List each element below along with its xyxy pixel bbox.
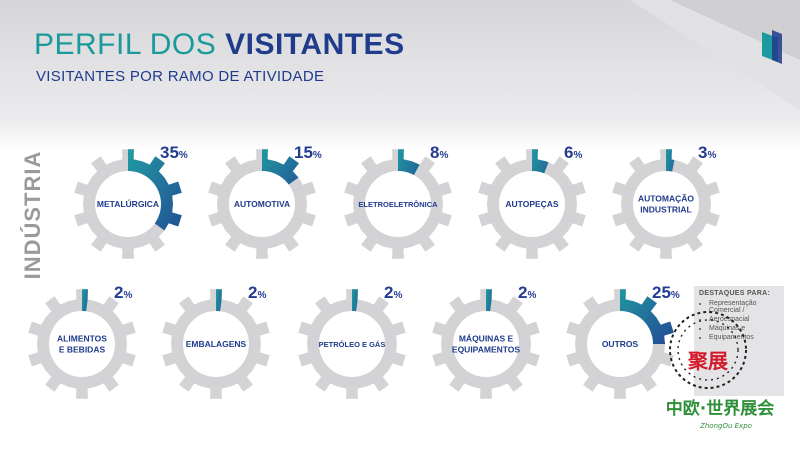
- note-item: Representação Comercial /: [709, 300, 779, 314]
- value-label: 2%: [248, 283, 266, 302]
- gear-hole: [633, 171, 699, 237]
- highlights-note: DESTAQUES PARA: Representação Comercial …: [694, 286, 784, 396]
- svg-text:聚展: 聚展: [687, 349, 728, 373]
- category-label: AUTOMAÇÃO: [638, 194, 694, 204]
- value-label: 6%: [564, 143, 582, 162]
- category-label: EQUIPAMENTOS: [452, 345, 520, 355]
- title-bold: VISITANTES: [225, 28, 405, 61]
- page-title: PERFIL DOS VISITANTES: [34, 28, 405, 62]
- note-heading: DESTAQUES PARA:: [699, 290, 771, 297]
- watermark-logo: 聚展 中欧·世界展会 ZhongOu Expo: [666, 311, 774, 430]
- title-light: PERFIL DOS: [34, 28, 217, 61]
- category-label: MÁQUINAS E: [459, 334, 514, 344]
- gear-item: AUTOMOTIVA 15%: [208, 143, 322, 259]
- gear-item: METALÚRGICA 35%: [74, 143, 188, 259]
- note-item: Máquinas e: [709, 325, 779, 332]
- page-subtitle: VISITANTES POR RAMO DE ATIVIDADE: [36, 68, 325, 85]
- gear-hole: [499, 171, 565, 237]
- category-label: EMBALAGENS: [186, 339, 247, 349]
- category-label: OUTROS: [602, 339, 639, 349]
- gear-hole: [587, 311, 653, 377]
- gear-hole: [319, 311, 385, 377]
- category-label: INDUSTRIAL: [640, 205, 691, 215]
- gear-item: PETRÓLEO E GÁS 2%: [298, 283, 406, 399]
- value-label: 3%: [698, 143, 716, 162]
- value-label: 8%: [430, 143, 448, 162]
- gear-item: EMBALAGENS 2%: [162, 283, 270, 399]
- gear-hole: [453, 311, 519, 377]
- category-label: ALIMENTOS: [57, 334, 107, 344]
- note-item: Equipamentos: [709, 334, 779, 341]
- note-list: Representação Comercial / Aeroespacial M…: [699, 300, 779, 341]
- gear-hole: [49, 311, 115, 377]
- gear-item: AUTOPEÇAS 6%: [478, 143, 586, 259]
- category-label: PETRÓLEO E GÁS: [319, 340, 386, 349]
- gear-item: ELETROELETRÔNICA 8%: [344, 143, 452, 259]
- note-item: Aeroespacial: [709, 316, 779, 323]
- svg-text:ZhongOu Expo: ZhongOu Expo: [699, 422, 752, 430]
- corner-decoration: [630, 0, 800, 110]
- gear-hole: [183, 311, 249, 377]
- gear-hole: [95, 171, 161, 237]
- value-label: 25%: [652, 283, 680, 302]
- value-label: 15%: [294, 143, 322, 162]
- value-label: 2%: [114, 283, 132, 302]
- gear-hole: [229, 171, 295, 237]
- gear-hole: [365, 171, 431, 237]
- category-label: METALÚRGICA: [97, 198, 159, 209]
- value-label: 2%: [518, 283, 536, 302]
- category-label: E BEBIDAS: [59, 345, 106, 355]
- category-label: ELETROELETRÔNICA: [358, 200, 438, 209]
- category-label: AUTOPEÇAS: [505, 199, 559, 209]
- value-label: 35%: [160, 143, 188, 162]
- value-label: 2%: [384, 283, 402, 302]
- svg-text:中欧·世界展会: 中欧·世界展会: [666, 398, 774, 419]
- category-label: AUTOMOTIVA: [234, 199, 290, 209]
